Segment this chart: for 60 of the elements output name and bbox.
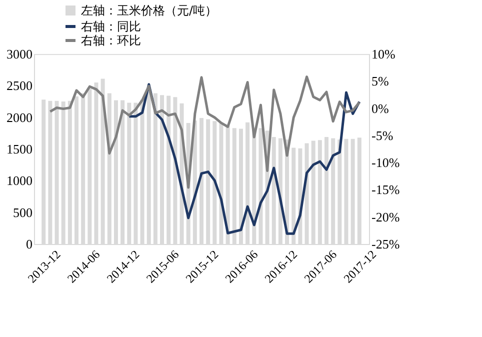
line-series — [128, 83, 361, 235]
bar — [219, 123, 224, 244]
bar — [68, 100, 72, 244]
bar — [206, 119, 210, 244]
y-tick-label: 2500 — [6, 78, 32, 94]
legend-label: 右轴：环比 — [81, 34, 141, 48]
bar — [344, 138, 348, 244]
bar — [212, 121, 217, 244]
bar — [74, 96, 78, 244]
line-series — [48, 76, 361, 189]
bar — [238, 128, 243, 244]
bar — [226, 126, 230, 244]
bar — [246, 122, 250, 244]
bar — [127, 102, 132, 244]
bar — [61, 102, 66, 244]
bar — [88, 88, 92, 244]
bar — [258, 128, 263, 244]
y-tick-label: 1500 — [6, 142, 32, 156]
bar — [153, 93, 158, 244]
bar — [160, 95, 164, 244]
bar — [350, 138, 355, 244]
y2-tick-label: -20% — [372, 209, 400, 224]
y-tick-label: 500 — [13, 204, 32, 220]
y2-tick-label: 5% — [372, 74, 389, 89]
bar — [114, 100, 118, 244]
bar — [200, 118, 204, 244]
bar — [338, 140, 342, 244]
y-tick-label: 2000 — [6, 110, 32, 125]
y2-tick-label: 0% — [372, 100, 389, 116]
bar — [94, 82, 98, 244]
bar — [140, 100, 144, 244]
bar — [146, 92, 151, 244]
bar — [173, 97, 178, 244]
y2-tick-label: -15% — [372, 182, 400, 198]
y2-tick-label: 10% — [372, 46, 396, 62]
bar — [54, 100, 59, 244]
y-tick-label: 3000 — [6, 46, 32, 62]
bar — [331, 138, 336, 244]
bar — [357, 138, 362, 244]
y2-tick-label: -25% — [372, 236, 400, 252]
y-tick-label: 1000 — [6, 173, 32, 188]
bar — [166, 96, 171, 244]
bar — [120, 100, 125, 244]
bar — [81, 93, 86, 244]
bar — [292, 148, 296, 244]
bar — [311, 140, 316, 244]
bar — [48, 100, 52, 244]
y-tick-label: 0 — [26, 236, 32, 252]
bar — [100, 78, 105, 244]
bar — [324, 136, 328, 244]
legend-label: 右轴：同比 — [81, 20, 141, 34]
bar — [42, 100, 46, 244]
bar — [318, 140, 322, 244]
bar — [272, 136, 276, 244]
bar — [107, 93, 112, 244]
y2-tick-label: -10% — [372, 155, 400, 170]
bar — [134, 102, 138, 244]
bar — [232, 128, 236, 244]
y2-tick-label: -5% — [372, 128, 394, 143]
legend-label: 左轴：玉米价格（元/吨） — [81, 4, 218, 18]
